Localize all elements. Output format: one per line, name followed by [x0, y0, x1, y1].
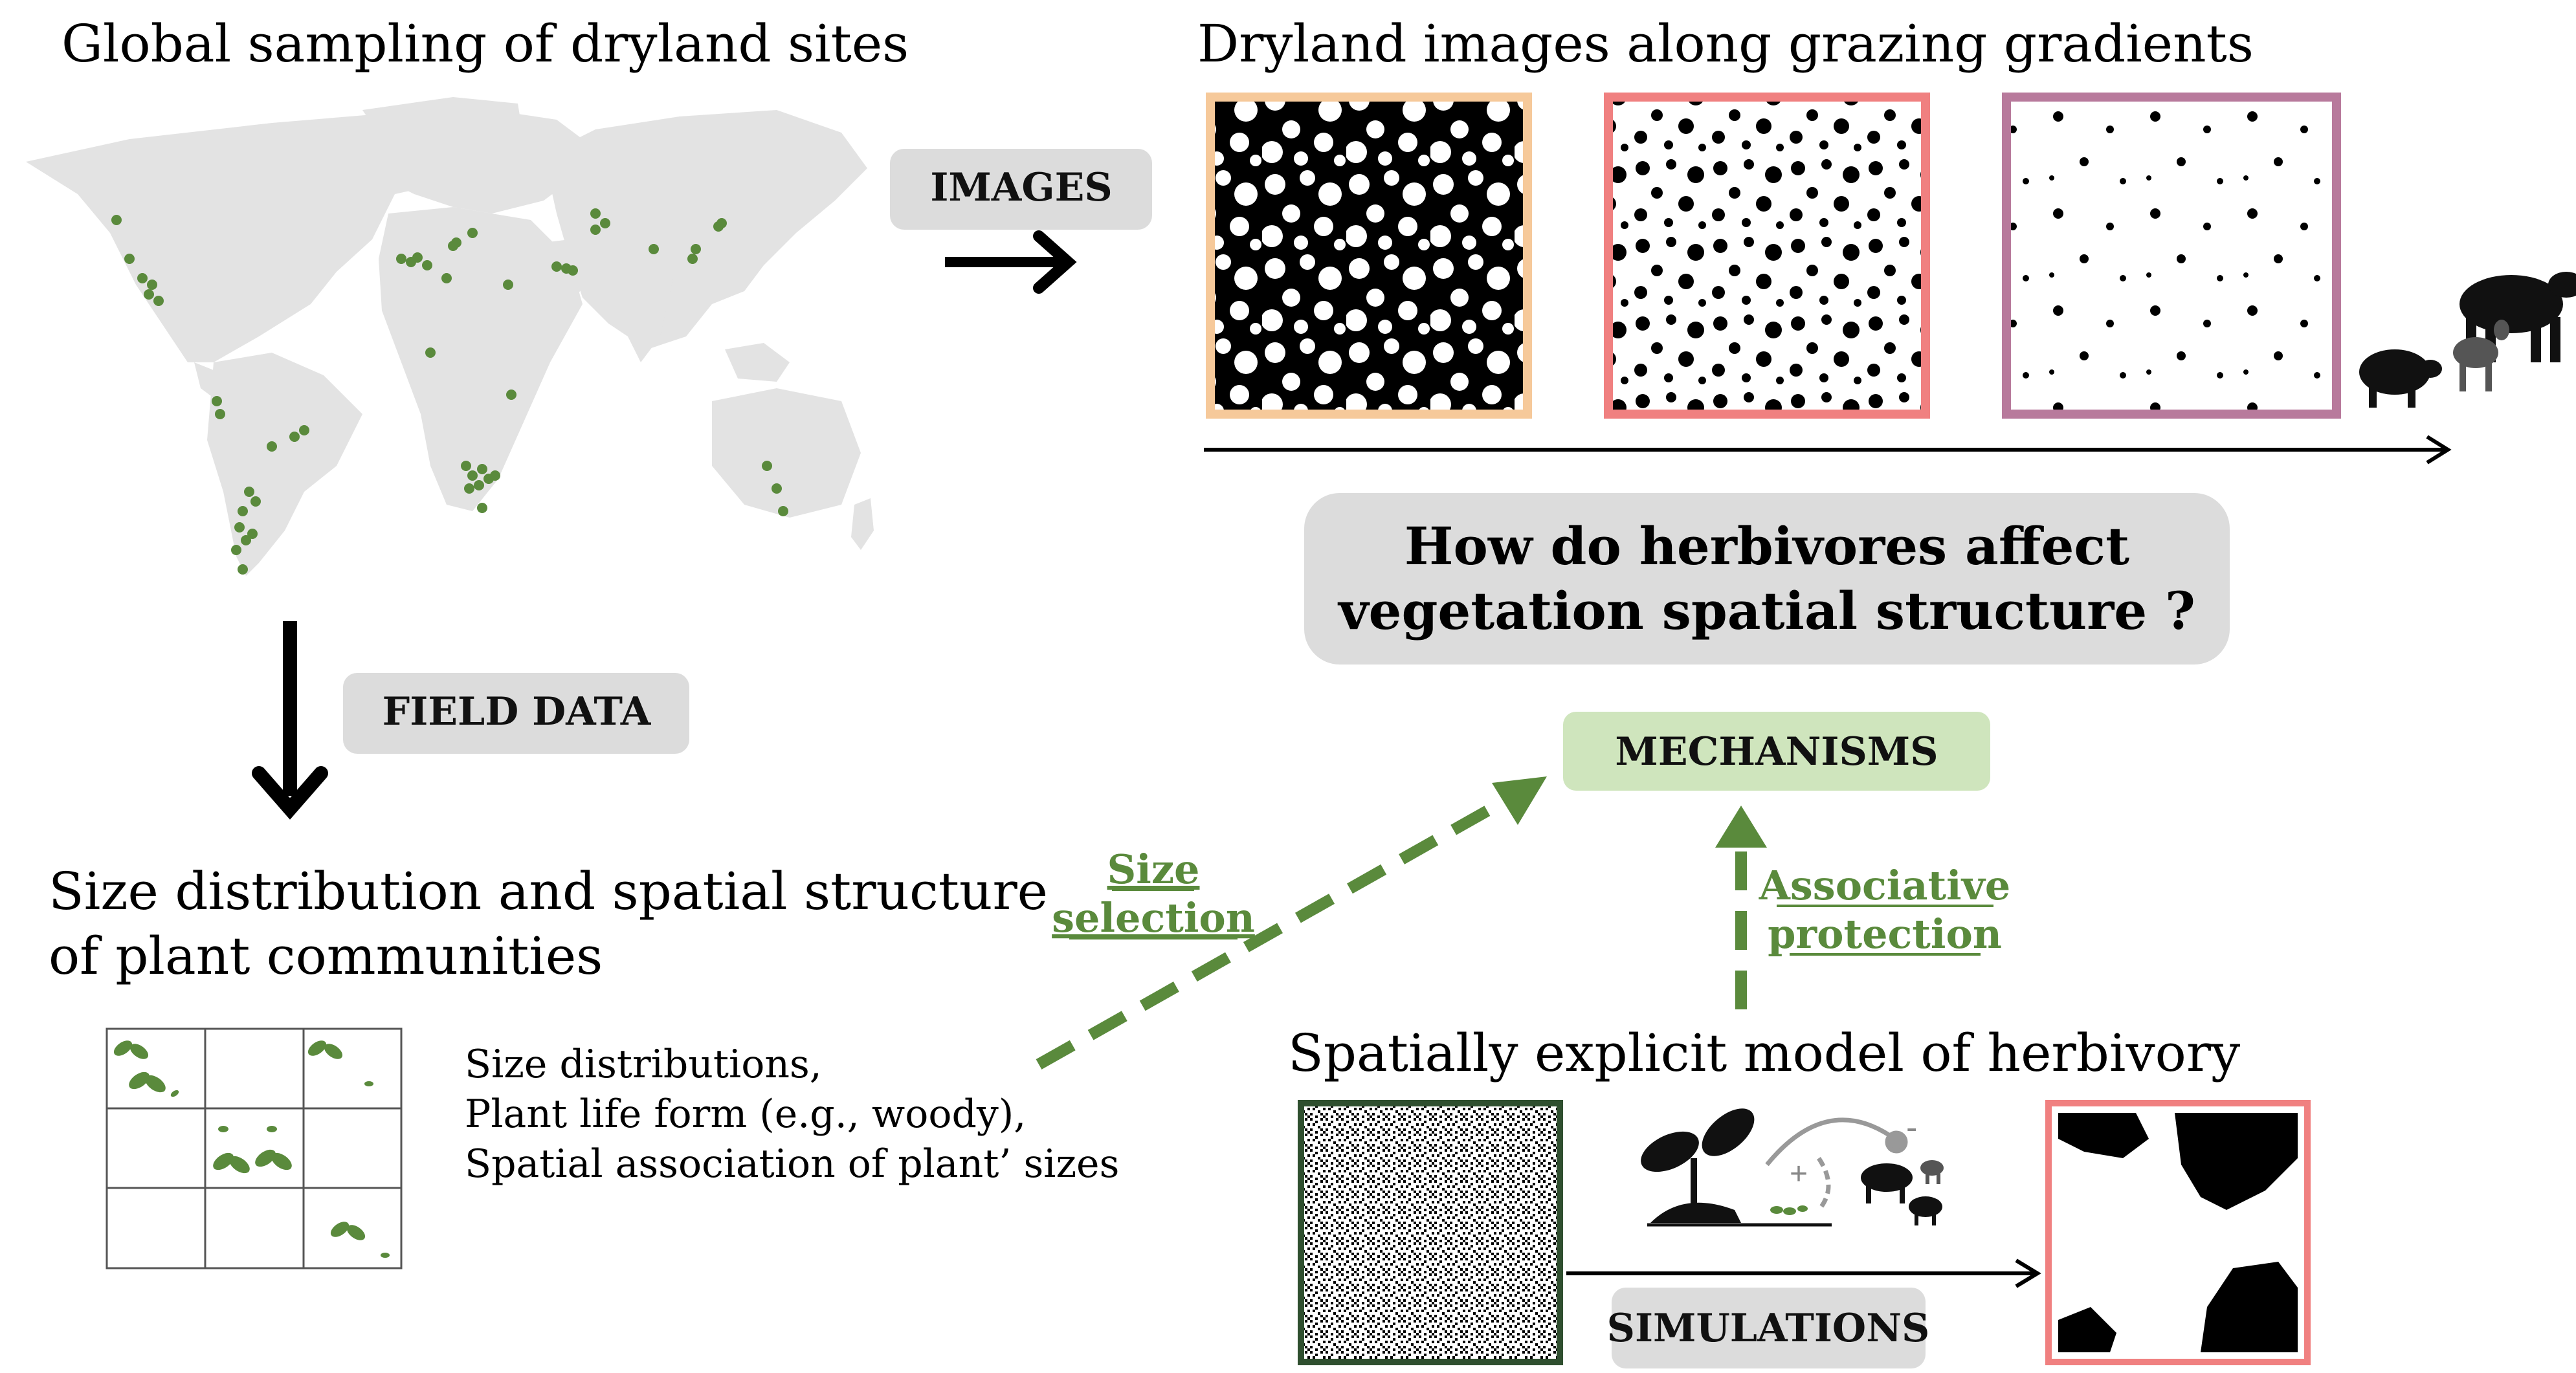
field-data-label-box [343, 673, 689, 754]
cow-icon-small [1861, 1163, 1913, 1203]
title-size-distribution-line-1: Size distribution and spatial structure [49, 861, 1048, 921]
associative-line-2: protection [1768, 910, 2002, 958]
question-line-2: vegetation spatial structure ? [1337, 580, 2195, 641]
simulations-label-box [1612, 1288, 1926, 1368]
protection-arrow-icon [1765, 1117, 1908, 1212]
field-item-3: Spatial association of plant’ sizes [465, 1141, 1119, 1187]
plant-sprout-icon [1641, 1108, 1832, 1227]
mechanisms-label: MECHANISMS [1615, 729, 1938, 774]
sampling-sites [111, 208, 788, 575]
question-box [1304, 493, 2230, 665]
images-label: IMAGES [930, 165, 1112, 210]
title-size-distribution-line-2: of plant communities [49, 926, 603, 986]
title-dryland-images: Dryland images along grazing gradients [1197, 14, 2254, 74]
plant-sprout-icon-cells [113, 1040, 390, 1258]
plus-sign: + [1790, 1157, 1808, 1191]
minus-sign: - [1906, 1109, 1917, 1147]
mechanisms-box [1563, 712, 1990, 791]
field-data-label: FIELD DATA [383, 689, 652, 734]
associative-line-1: Associative [1759, 862, 2010, 909]
size-selection-line-2: selection [1052, 894, 1255, 941]
arrow-icon-field-data [252, 621, 328, 820]
title-model: Spatially explicit model of herbivory [1288, 1023, 2240, 1083]
field-item-1: Size distributions, [465, 1042, 822, 1087]
world-map [26, 97, 874, 576]
dryland-image-medium-grazing [1604, 93, 1930, 419]
sheep-icon [2359, 349, 2442, 408]
arrow-icon-grazing-gradient [1204, 435, 2452, 465]
arrow-icon-associative-protection [1715, 806, 1767, 1009]
dryland-image-high-grazing [2002, 93, 2341, 419]
sheep-icon-small [1909, 1196, 1942, 1225]
goat-icon [2453, 320, 2509, 391]
arrow-icon-simulations [1566, 1258, 2041, 1288]
dryland-image-low-grazing [1206, 93, 1532, 419]
arrow-icon-images [945, 230, 1077, 294]
goat-icon-small [1920, 1160, 1944, 1184]
title-global-sampling: Global sampling of dryland sites [61, 14, 909, 74]
arrow-icon-size-selection [1036, 776, 1547, 1070]
model-initial-state [1298, 1100, 1563, 1365]
question-line-1: How do herbivores affect [1405, 516, 2129, 577]
cow-icon [2459, 272, 2576, 362]
plant-grid [105, 1027, 403, 1269]
images-label-box [890, 149, 1152, 230]
simulation-result [2045, 1100, 2311, 1365]
simulations-label: SIMULATIONS [1607, 1306, 1930, 1351]
field-item-2: Plant life form (e.g., woody), [465, 1092, 1026, 1137]
size-selection-line-1: Size [1107, 846, 1200, 893]
